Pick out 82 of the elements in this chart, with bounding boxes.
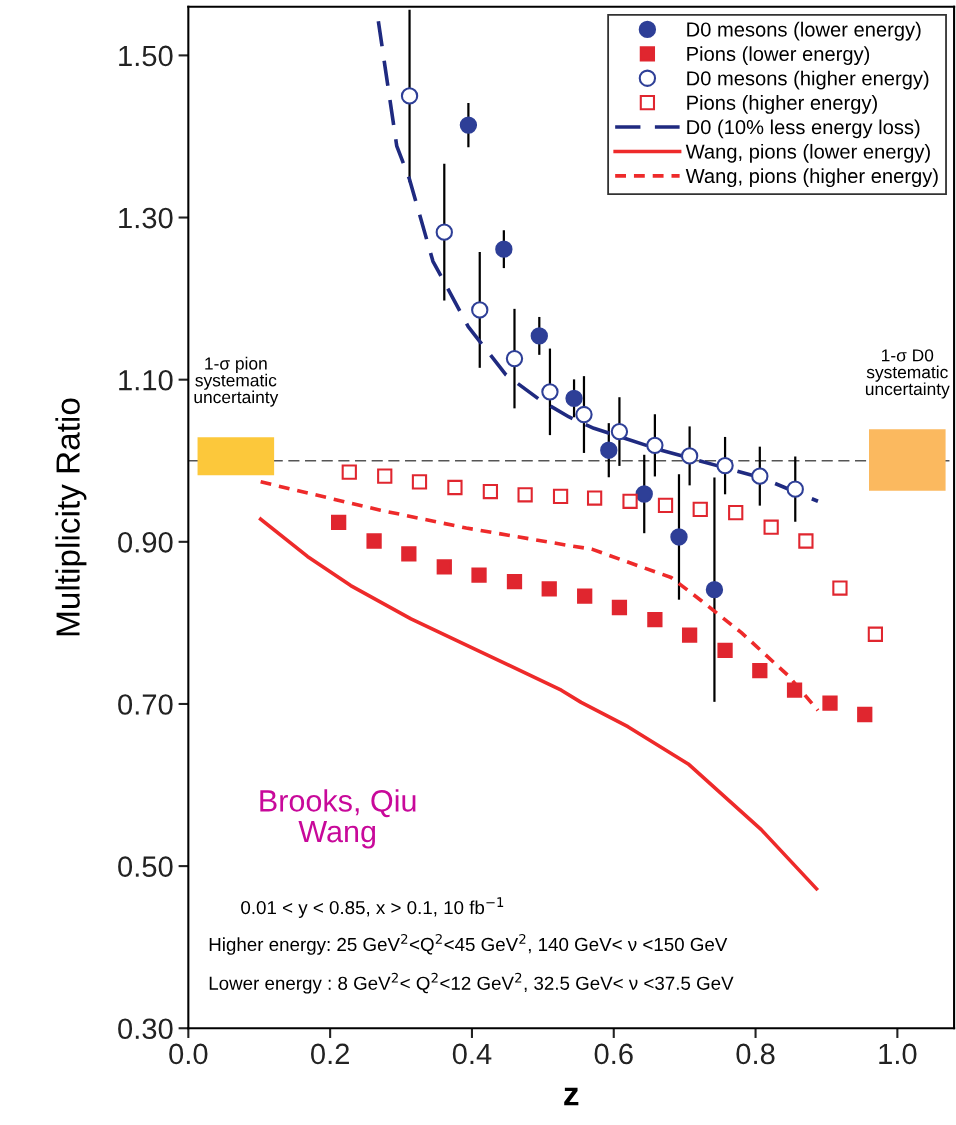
- point: [763, 519, 779, 535]
- x-tick-label: 0.4: [452, 1043, 492, 1065]
- point: [366, 533, 382, 549]
- point: [530, 327, 548, 345]
- point: [436, 559, 452, 575]
- legend-label: Pions (lower energy): [687, 46, 870, 66]
- point: [681, 627, 698, 643]
- line-series: [258, 517, 819, 891]
- point: [610, 422, 629, 441]
- point: [670, 528, 688, 546]
- legend-label: D0 (10% less energy loss): [687, 119, 920, 139]
- point: [471, 567, 487, 583]
- point: [716, 456, 734, 475]
- legend-label: Pions (higher energy): [687, 95, 877, 114]
- point: [517, 487, 533, 503]
- point: [822, 695, 838, 711]
- point: [786, 480, 804, 498]
- point: [505, 349, 524, 368]
- x-tick-label: 0.0: [169, 1043, 208, 1065]
- point: [411, 474, 428, 490]
- point: [552, 488, 569, 505]
- point: [647, 612, 663, 628]
- point: [575, 405, 593, 424]
- point: [692, 501, 708, 518]
- point: [401, 546, 417, 562]
- y-tick-label: 1.10: [119, 369, 173, 391]
- point: [565, 389, 583, 407]
- x-axis-title: z: [564, 1087, 579, 1106]
- point: [680, 447, 699, 465]
- point: [646, 436, 664, 455]
- annotation: Higher energy: 25 GeV$^{2}$<Q$^{2}$<45 GeV$^{2}$, 140 GeV< ν <150 GeV: [209, 933, 728, 955]
- point: [857, 706, 873, 723]
- point: [786, 682, 803, 698]
- point: [482, 483, 499, 500]
- point: [577, 588, 593, 604]
- annotation: Brooks, Qiu Wang: [260, 789, 416, 849]
- legend-label: Wang, pions (higher energy): [685, 168, 938, 188]
- line-series: [258, 480, 820, 713]
- point: [447, 479, 463, 496]
- legend-label: Wang, pions (lower energy): [685, 143, 930, 163]
- point: [435, 223, 453, 241]
- point: [622, 493, 638, 509]
- y-tick-label: 0.50: [118, 856, 173, 877]
- x-tick-label: 1.0: [879, 1043, 917, 1065]
- x-tick-label: 0.2: [311, 1043, 349, 1065]
- y-axis-title: Multiplicity Ratio: [55, 398, 87, 636]
- annotation: Lower energy : 8 GeV$^{2}$< Q$^{2}$<12 GeV$^{2}$, 32.5 GeV< ν <37.5 GeV: [209, 972, 734, 994]
- point: [495, 240, 513, 258]
- point: [600, 441, 618, 459]
- point: [377, 468, 393, 484]
- y-tick-label: 0.30: [118, 1018, 173, 1040]
- y-tick-label: 0.70: [118, 694, 173, 715]
- annotation: 1-σ pion systematic uncertainty: [194, 356, 279, 407]
- point: [717, 642, 733, 659]
- point: [867, 626, 884, 642]
- legend-label: D0 mesons (higher energy): [687, 70, 929, 90]
- point: [341, 464, 357, 480]
- point: [541, 383, 559, 401]
- point: [506, 573, 523, 590]
- point: [751, 467, 769, 485]
- point: [832, 580, 848, 596]
- point: [586, 490, 603, 506]
- annotation: 0.01 < y < 0.85, x > 0.1, 10 fb$^{−1}$: [241, 897, 504, 918]
- point: [459, 116, 478, 134]
- legend-label: D0 mesons (lower energy): [687, 21, 921, 41]
- annotation: 1-σ D0 systematic uncertainty: [865, 349, 950, 399]
- point: [798, 533, 814, 549]
- y-tick-label: 0.90: [118, 532, 173, 553]
- x-tick-label: 0.6: [594, 1043, 633, 1065]
- y-tick-label: 1.50: [119, 45, 173, 67]
- point: [752, 663, 768, 679]
- point: [705, 580, 724, 599]
- point: [657, 497, 674, 513]
- point: [541, 581, 557, 597]
- point: [728, 505, 744, 521]
- x-tick-label: 0.8: [736, 1043, 775, 1065]
- point: [635, 485, 653, 503]
- point: [471, 301, 489, 319]
- point: [611, 599, 628, 616]
- point: [400, 87, 419, 105]
- point: [331, 514, 347, 530]
- y-tick-label: 1.30: [119, 207, 173, 229]
